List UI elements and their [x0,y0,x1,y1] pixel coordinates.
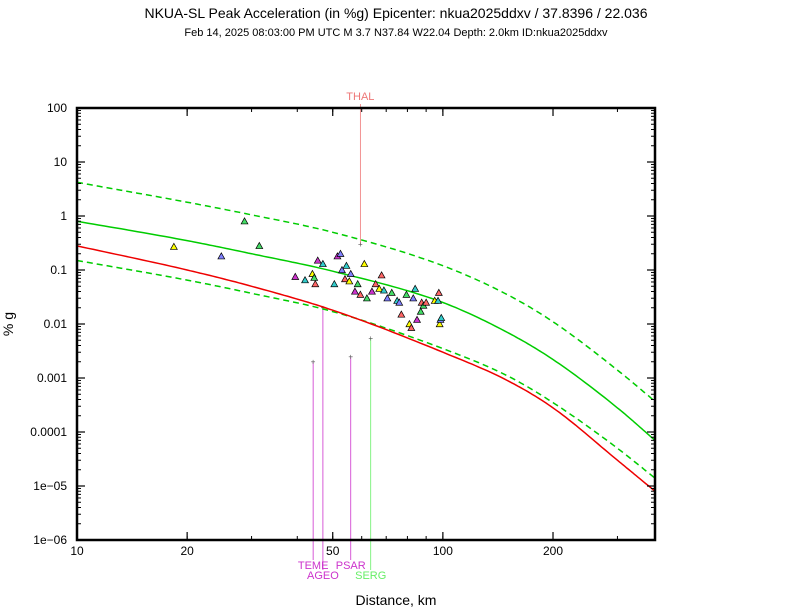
curve-red [76,245,656,492]
y-tick-label: 1e−06 [33,533,67,547]
station-point-32 [395,298,404,306]
x-axis-label: Distance, km [356,592,437,608]
station-label-serg: SERG [355,570,386,582]
station-point-38 [411,284,420,292]
y-tick-label: 100 [47,101,67,115]
station-point-13 [336,249,345,257]
curve-lower-green [76,259,656,479]
station-point-2 [240,217,249,225]
station-point-49 [437,313,446,321]
station-point-10 [318,259,327,267]
chart-title: NKUA-SL Peak Acceleration (in %g) Epicen… [144,5,647,21]
y-tick-label: 0.0001 [30,425,67,439]
station-point-20 [353,279,362,288]
station-point-18 [346,269,355,277]
station-point-14 [337,265,346,274]
station-point-0 [169,242,178,250]
station-point-36 [407,323,416,331]
station-marker-serg: + [368,334,373,343]
station-point-9 [313,256,322,264]
station-point-22 [360,259,369,267]
station-point-21 [356,290,365,298]
y-tick-label: 0.1 [50,263,67,277]
station-point-28 [379,286,388,294]
station-marker-psar: + [348,353,353,362]
station-point-47 [435,319,444,328]
station-point-4 [291,272,300,280]
curve-upper-green [76,181,656,402]
station-marker-thal: + [358,240,363,249]
station-point-33 [397,310,406,318]
station-point-15 [340,274,349,283]
y-tick-label: 0.01 [44,317,68,331]
y-axis-label: % g [0,312,16,336]
station-point-19 [350,287,359,295]
station-point-26 [375,284,384,292]
x-tick-label: 10 [70,544,84,558]
x-axis-ticks: 10 20 50 100 200 [70,108,618,558]
chart-subtitle: Feb 14, 2025 08:03:00 PM UTC M 3.7 N37.8… [184,27,608,39]
station-point-30 [387,288,396,296]
plot-frame [75,106,657,542]
station-point-17 [345,277,354,285]
y-tick-label: 10 [54,155,68,169]
station-point-23 [362,294,371,302]
station-point-7 [310,273,319,281]
attenuation-curves [76,181,656,492]
station-label-thal: THAL [346,91,374,103]
x-tick-label: 100 [433,544,453,558]
station-label-teme: TEME [298,560,329,572]
station-point-16 [342,261,351,269]
station-points [169,217,446,331]
x-tick-label: 200 [543,544,563,558]
station-label-ageo: AGEO [307,570,339,582]
station-marker-teme: + [311,358,316,367]
x-tick-label: 50 [326,544,340,558]
station-point-25 [371,279,380,288]
station-point-46 [434,288,443,296]
flagged-station-lines: +++++ [311,104,373,570]
x-tick-label: 20 [180,544,194,558]
station-point-8 [311,279,320,288]
station-point-45 [434,296,443,304]
station-point-24 [367,287,376,295]
station-point-40 [416,307,425,315]
y-tick-label: 0.001 [37,371,67,385]
station-point-43 [422,298,431,306]
curve-median-green [76,220,656,441]
y-tick-label: 1e−05 [33,479,67,493]
station-point-27 [377,271,386,279]
y-axis-ticks: 1e−06 1e−05 0.0001 0.001 0.01 0.1 1 10 100 [30,101,655,547]
station-point-34 [402,290,411,298]
station-point-3 [255,241,264,249]
station-point-1 [217,252,226,260]
station-point-29 [383,294,392,302]
station-label-psar: PSAR [336,560,366,572]
station-point-5 [301,275,310,284]
station-point-39 [413,315,422,323]
station-point-11 [330,279,339,288]
y-tick-label: 1 [60,209,67,223]
station-point-37 [409,294,418,302]
